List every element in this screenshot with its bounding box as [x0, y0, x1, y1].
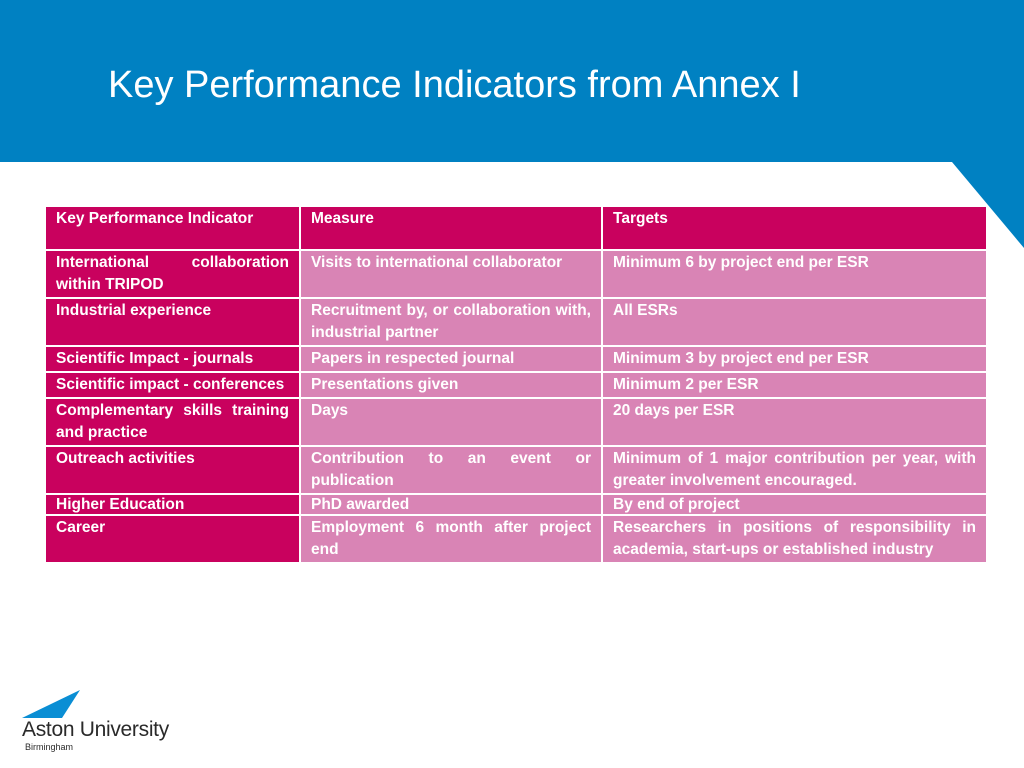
aston-university-logo: Aston University Birmingham	[22, 690, 182, 760]
target-cell: Researchers in positions of responsibili…	[601, 514, 988, 564]
indicator-cell: Higher Education	[44, 493, 301, 516]
indicator-cell: Complementary skills training and practi…	[44, 397, 301, 447]
indicator-cell: International collaboration within TRIPO…	[44, 249, 301, 299]
indicator-cell: Career	[44, 514, 301, 564]
measure-cell: Presentations given	[299, 371, 603, 399]
target-cell: 20 days per ESR	[601, 397, 988, 447]
table-row: Higher Education PhD awarded By end of p…	[44, 493, 988, 516]
header-cell-indicator: Key Performance Indicator	[44, 205, 301, 251]
measure-cell: Papers in respected journal	[299, 345, 603, 373]
table-header-row: Key Performance Indicator Measure Target…	[44, 205, 988, 251]
indicator-cell: Outreach activities	[44, 445, 301, 495]
target-cell: Minimum 3 by project end per ESR	[601, 345, 988, 373]
header-banner: Key Performance Indicators from Annex I	[0, 0, 1024, 162]
target-cell: Minimum of 1 major contribution per year…	[601, 445, 988, 495]
slide-title: Key Performance Indicators from Annex I	[108, 64, 801, 106]
table-row: Outreach activities Contribution to an e…	[44, 445, 988, 495]
measure-cell: PhD awarded	[299, 493, 603, 516]
target-cell: Minimum 2 per ESR	[601, 371, 988, 399]
table-row: Career Employment 6 month after project …	[44, 514, 988, 564]
logo-university-name: Aston University	[22, 718, 169, 741]
table-row: Scientific Impact - journals Papers in r…	[44, 345, 988, 373]
table-row: Complementary skills training and practi…	[44, 397, 988, 447]
measure-cell: Contribution to an event or publication	[299, 445, 603, 495]
indicator-cell: Scientific impact - conferences	[44, 371, 301, 399]
target-cell: Minimum 6 by project end per ESR	[601, 249, 988, 299]
indicator-cell: Scientific Impact - journals	[44, 345, 301, 373]
aston-logo-triangle-icon	[22, 690, 80, 718]
measure-cell: Days	[299, 397, 603, 447]
table-row: Scientific impact - conferences Presenta…	[44, 371, 988, 399]
measure-cell: Employment 6 month after project end	[299, 514, 603, 564]
table-row: International collaboration within TRIPO…	[44, 249, 988, 299]
header-cell-targets: Targets	[601, 205, 988, 251]
kpi-table: Key Performance Indicator Measure Target…	[44, 205, 988, 564]
measure-cell: Recruitment by, or collaboration with, i…	[299, 297, 603, 347]
target-cell: All ESRs	[601, 297, 988, 347]
logo-city: Birmingham	[25, 742, 74, 752]
measure-cell: Visits to international collaborator	[299, 249, 603, 299]
table-row: Industrial experience Recruitment by, or…	[44, 297, 988, 347]
indicator-cell: Industrial experience	[44, 297, 301, 347]
header-cell-measure: Measure	[299, 205, 603, 251]
target-cell: By end of project	[601, 493, 988, 516]
